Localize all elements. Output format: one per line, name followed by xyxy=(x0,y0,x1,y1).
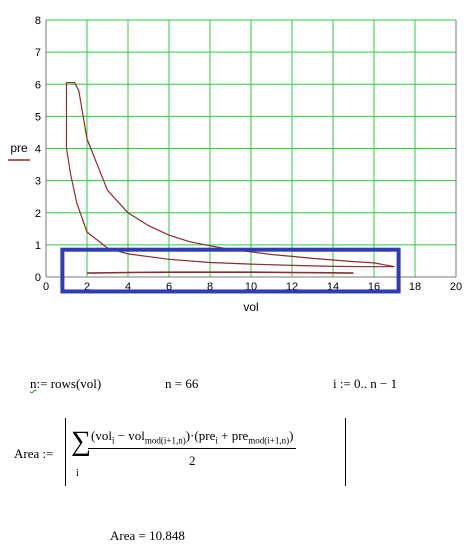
x-tick-label: 8 xyxy=(207,281,213,293)
n-definition[interactable]: n:= rows(vol) xyxy=(30,376,101,392)
y-tick-label: 8 xyxy=(35,15,41,27)
area-fraction[interactable]: (voli − volmod(i+1,n))·(prei + premod(i+… xyxy=(88,428,297,469)
series-line-1 xyxy=(65,81,395,268)
y-tick-label: 7 xyxy=(35,47,41,59)
x-tick-label: 2 xyxy=(84,281,90,293)
area-result[interactable]: Area = 10.848 xyxy=(110,528,185,543)
area-label[interactable]: Area := xyxy=(14,446,54,461)
fraction-numerator: (voli − volmod(i+1,n))·(prei + premod(i+… xyxy=(88,428,297,449)
n-def-expression: := rows(vol) xyxy=(36,376,102,391)
abs-right-bar xyxy=(345,418,346,486)
y-tick-label: 6 xyxy=(35,79,41,91)
n-def-variable: n xyxy=(30,376,37,391)
abs-left-bar xyxy=(65,418,66,486)
fraction-denominator: 2 xyxy=(188,452,196,468)
x-tick-label: 6 xyxy=(166,281,172,293)
selection-rectangle[interactable] xyxy=(60,247,401,294)
chart-gridlines xyxy=(45,19,457,278)
x-tick-label: 4 xyxy=(125,281,131,293)
y-tick-labels: 0 1 2 3 4 5 6 7 8 xyxy=(35,15,41,284)
sum-symbol: ∑ xyxy=(71,426,91,457)
y-tick-label: 1 xyxy=(35,240,41,252)
sum-index: i xyxy=(76,468,79,479)
range-definition[interactable]: i := 0.. n − 1 xyxy=(333,376,398,391)
fraction: (voli − volmod(i+1,n))·(prei + premod(i+… xyxy=(88,428,297,469)
x-tick-label: 18 xyxy=(409,281,421,293)
series-line-2 xyxy=(86,271,354,274)
x-tick-label: 20 xyxy=(450,281,462,293)
x-axis-label[interactable]: vol xyxy=(243,300,258,314)
y-tick-label: 3 xyxy=(35,176,41,188)
y-tick-label: 5 xyxy=(35,111,41,123)
chart-axes xyxy=(45,20,457,278)
n-value[interactable]: n = 66 xyxy=(165,376,199,391)
x-tick-label: 0 xyxy=(43,281,49,293)
y-axis-label[interactable]: pre xyxy=(10,141,28,155)
y-tick-label: 4 xyxy=(35,144,41,156)
y-tick-label: 2 xyxy=(35,208,41,220)
y-tick-label: 0 xyxy=(35,272,41,284)
